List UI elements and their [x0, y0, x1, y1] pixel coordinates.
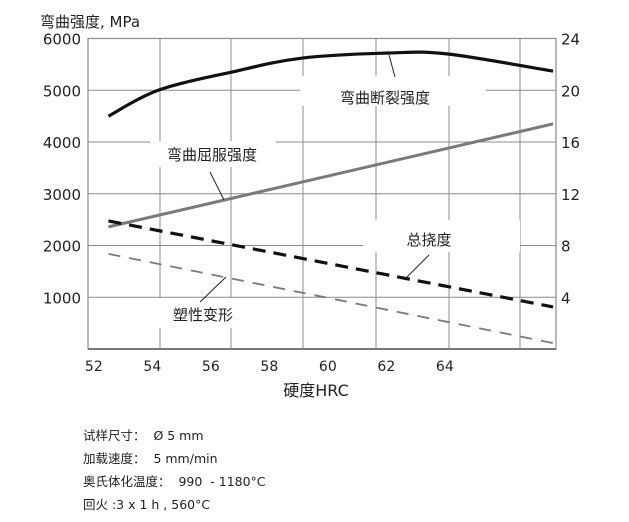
note-specimen-size: 试样尺寸： Ø 5 mm — [83, 428, 204, 443]
series-line-2 — [108, 219, 554, 309]
x-tick-label: 60 — [319, 359, 337, 375]
test-notes: 试样尺寸： Ø 5 mm 加载速度： 5 mm/min 奥氏体化温度： 990 … — [83, 424, 266, 516]
series-line-0 — [107, 50, 554, 118]
y2-tick-label: 4 — [561, 289, 571, 307]
y-tick-label: 2000 — [43, 238, 81, 256]
y2-tick-label: 16 — [561, 134, 580, 152]
y2-tick-label: 12 — [561, 186, 580, 204]
y-tick-label: 1000 — [43, 289, 81, 307]
y2-tick-label: 20 — [561, 82, 580, 100]
x-tick-label: 56 — [202, 359, 220, 375]
x-tick-label: 54 — [143, 359, 161, 375]
x-tick-label: 62 — [377, 359, 395, 375]
leader-line — [199, 276, 227, 303]
series-label: 弯曲屈服强度 — [167, 146, 257, 164]
series-label: 总挠度 — [406, 231, 451, 249]
y-tick-label: 4000 — [43, 134, 81, 152]
series-label: 弯曲断裂强度 — [340, 89, 430, 107]
y2-tick-label: 8 — [561, 238, 571, 256]
leader-line — [406, 254, 430, 278]
x-axis-title: 硬度HRC — [283, 381, 349, 400]
label-background — [150, 141, 276, 167]
y-tick-label: 6000 — [43, 31, 81, 49]
note-austenitizing-temp: 奥氏体化温度： 990 - 1180°C — [83, 474, 266, 489]
series-line-1 — [108, 122, 554, 229]
note-loading-rate: 加载速度： 5 mm/min — [83, 451, 218, 466]
series-label: 塑性变形 — [173, 306, 233, 324]
x-tick-label: 58 — [260, 359, 278, 375]
x-tick-label: 52 — [85, 359, 103, 375]
label-background — [363, 220, 520, 252]
x-tick-label: 64 — [436, 359, 454, 375]
label-background — [300, 76, 486, 106]
y-tick-label: 3000 — [43, 186, 81, 204]
leader-line — [209, 171, 225, 201]
leader-line — [388, 54, 396, 78]
y-tick-label: 5000 — [43, 82, 81, 100]
label-background — [155, 298, 247, 328]
note-tempering: 回火 :3 x 1 h , 560°C — [83, 497, 211, 512]
y-axis-title: 弯曲强度, MPa — [40, 13, 140, 31]
y2-tick-label: 24 — [561, 31, 580, 49]
